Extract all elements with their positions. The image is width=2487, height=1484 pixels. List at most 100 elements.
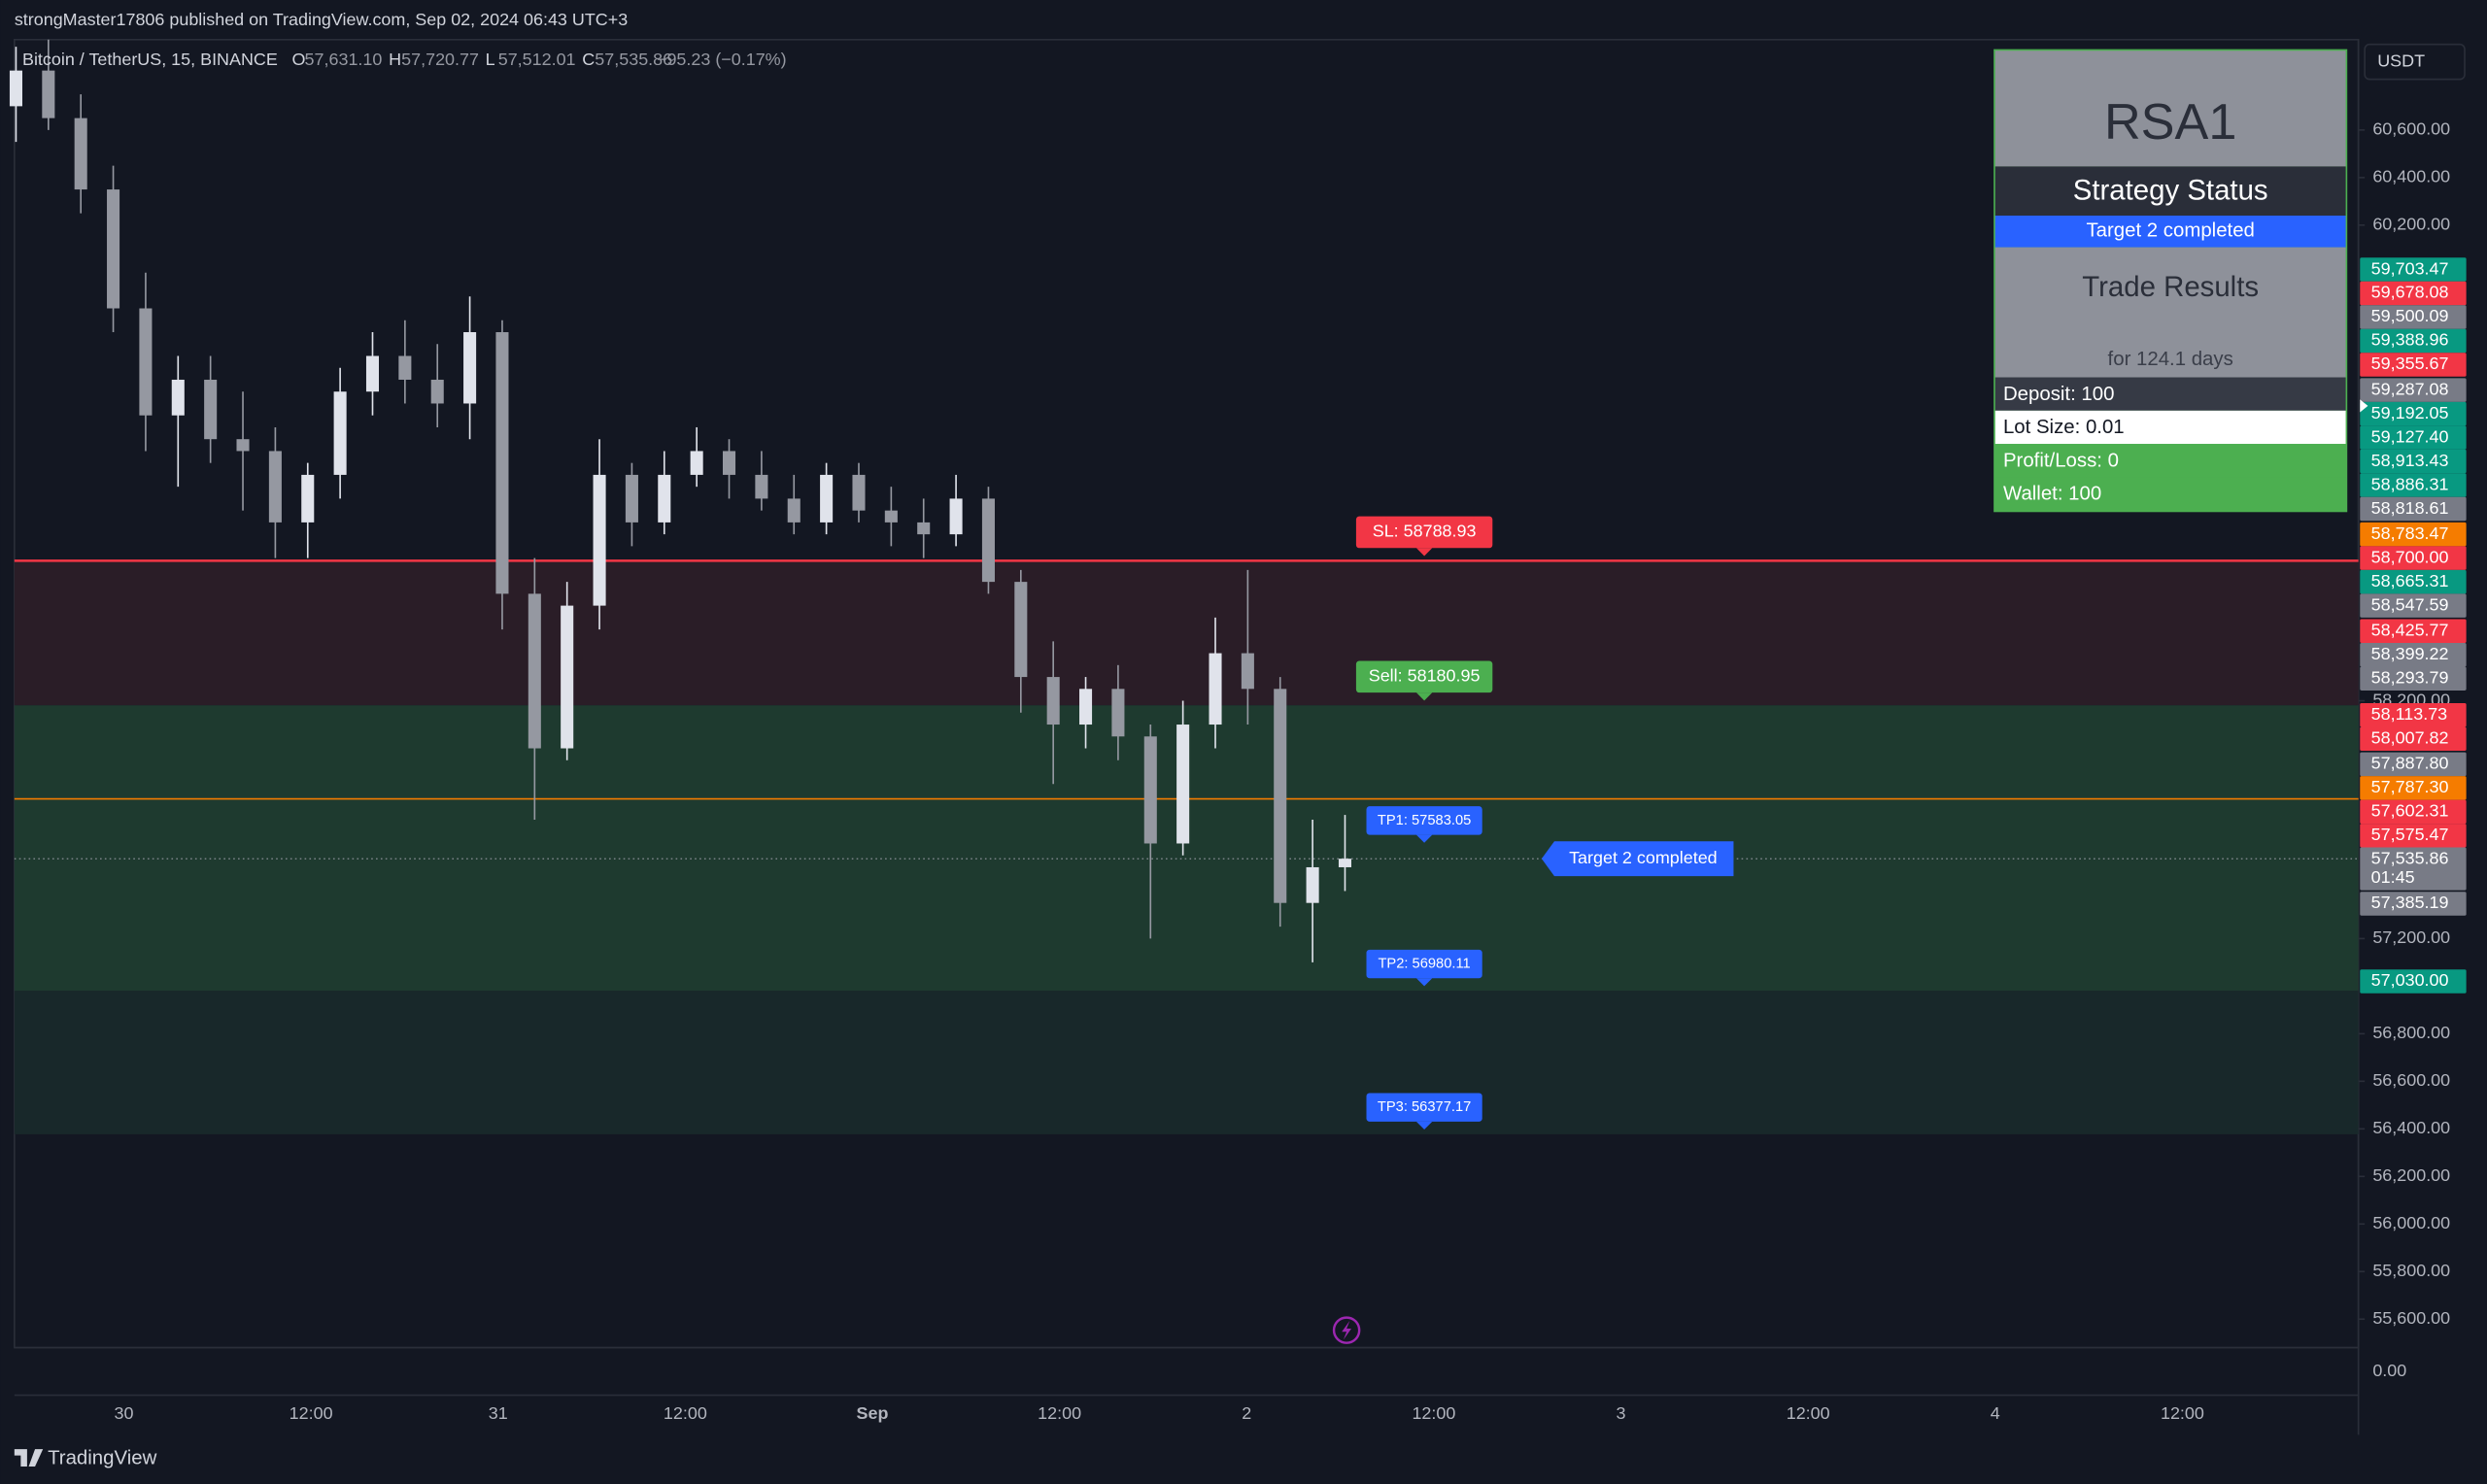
price-pointer xyxy=(2360,399,2368,413)
price-badge xyxy=(2360,703,2467,727)
price-badge-label: 57,575.47 xyxy=(2371,825,2449,844)
candle-body xyxy=(561,605,574,749)
panel-row-text: Wallet: 100 xyxy=(2003,484,2101,505)
price-badge xyxy=(2360,642,2467,667)
y-tick-label: 60,200.00 xyxy=(2372,215,2450,234)
ohlc-key: O xyxy=(292,50,306,69)
candle-body xyxy=(852,474,866,511)
panel-row xyxy=(1994,377,2346,411)
level-label-pointer xyxy=(1415,978,1433,987)
candle-body xyxy=(495,332,509,594)
symbol: Bitcoin / TetherUS, 15, BINANCE xyxy=(22,50,278,69)
level-label: Sell: 58180.95 xyxy=(1355,660,1493,701)
price-badge xyxy=(2360,569,2467,594)
currency-button[interactable] xyxy=(2364,43,2466,81)
candle-body xyxy=(463,332,477,404)
candle-body xyxy=(268,451,282,523)
x-tick-label: 12:00 xyxy=(1412,1403,1455,1423)
candle-body xyxy=(625,474,638,523)
event-icon xyxy=(1332,1316,1361,1344)
price-badge xyxy=(2360,619,2467,643)
annotation: Target 2 completed xyxy=(1569,848,1718,867)
results-heading: Trade Results xyxy=(2082,271,2259,303)
price-badge-label: 58,113.73 xyxy=(2371,704,2447,724)
x-tick-label: 31 xyxy=(489,1403,508,1423)
ohlc-key: L xyxy=(486,50,495,69)
price-badge-label: 58,399.22 xyxy=(2371,644,2449,663)
countdown: 01:45 xyxy=(2371,867,2415,887)
x-tick-label: 12:00 xyxy=(1787,1403,1830,1423)
status: Target 2 completed xyxy=(2086,220,2254,242)
candle-body xyxy=(528,593,541,749)
candle-body xyxy=(107,189,120,309)
price-badge-label: 57,385.19 xyxy=(2371,893,2449,912)
x-tick-label: Sep xyxy=(857,1403,889,1423)
price-badge xyxy=(2360,305,2467,329)
candle-body xyxy=(301,474,315,523)
price-badge-label: 58,913.43 xyxy=(2371,451,2449,470)
price-badge-label: 59,127.40 xyxy=(2371,426,2449,446)
volume-axis-label: 0.00 xyxy=(2372,1361,2406,1380)
price-badge xyxy=(2360,353,2467,377)
y-tick-label: 57,200.00 xyxy=(2372,928,2450,947)
x-tick-label: 12:00 xyxy=(290,1403,333,1423)
x-tick-label: 12:00 xyxy=(2161,1403,2204,1423)
panel-title: RSA1 xyxy=(2104,94,2236,151)
price-badge-label: 57,535.86 xyxy=(2371,849,2449,868)
results-box xyxy=(1994,247,2346,378)
candle-body xyxy=(593,474,606,606)
price-badge-label: 59,678.08 xyxy=(2371,283,2449,302)
price-badge xyxy=(2360,799,2467,825)
price-badge-label: 59,355.67 xyxy=(2371,354,2449,373)
currency[interactable]: USDT xyxy=(2377,51,2425,70)
candle-body xyxy=(1046,677,1060,725)
x-tick-label: 12:00 xyxy=(664,1403,707,1423)
level-label: TP2: 56980.11 xyxy=(1366,949,1482,987)
x-tick-label: 4 xyxy=(1991,1403,2000,1423)
x-tick-label: 12:00 xyxy=(1038,1403,1081,1423)
status-heading: Strategy Status xyxy=(2073,174,2268,206)
level-label-text: TP2: 56980.11 xyxy=(1378,956,1470,971)
price-badge-label: 58,818.61 xyxy=(2371,498,2449,518)
price-badge-label: 58,293.79 xyxy=(2371,667,2449,687)
candle-body xyxy=(398,355,412,380)
price-badge xyxy=(2360,776,2467,800)
x-tick-label: 3 xyxy=(1617,1403,1626,1423)
price-badge-label: 59,287.08 xyxy=(2371,379,2449,398)
candle-body xyxy=(820,474,834,523)
price-badge xyxy=(2360,328,2467,354)
price-badge-label: 58,665.31 xyxy=(2371,571,2449,590)
price-badge-label: 57,602.31 xyxy=(2371,801,2449,821)
candle-body xyxy=(917,522,931,535)
ohlc-key: H xyxy=(389,50,401,69)
price-badge xyxy=(2360,522,2467,547)
zone xyxy=(14,560,2359,706)
x-tick-label: 2 xyxy=(1242,1403,1251,1423)
candle-body xyxy=(1274,689,1287,903)
x-tick-label: 30 xyxy=(114,1403,133,1423)
price-badge-label: 58,007.82 xyxy=(2371,727,2449,747)
candle-body xyxy=(1209,653,1222,725)
price-badge xyxy=(2360,824,2467,848)
ohlc-value: 57,720.77 xyxy=(401,50,479,69)
panel-row-text: Lot Size: 0.01 xyxy=(2003,417,2125,438)
level-label-pointer xyxy=(1415,692,1433,701)
level-label-pointer xyxy=(1415,834,1433,843)
price-badge xyxy=(2360,378,2467,402)
level-label: SL: 58788.93 xyxy=(1355,516,1493,556)
level-label-box xyxy=(1366,806,1482,835)
ohlc-value: 57,535.86 xyxy=(595,50,672,69)
price-badge xyxy=(2360,847,2467,891)
price-badge xyxy=(2360,892,2467,916)
level-label-text: TP3: 56377.17 xyxy=(1378,1099,1471,1115)
price-badge-label: 57,887.80 xyxy=(2371,754,2449,773)
panel-row-text: Deposit: 100 xyxy=(2003,384,2115,405)
price-badge-label: 58,547.59 xyxy=(2371,594,2449,614)
annotation-box xyxy=(1541,841,1734,877)
panel-row-text: Profit/Loss: 0 xyxy=(2003,450,2119,471)
zone xyxy=(14,991,2359,1134)
price-badge-label: 59,703.47 xyxy=(2371,258,2449,278)
panel-title-box xyxy=(1994,51,2346,167)
candle-body xyxy=(42,70,55,118)
